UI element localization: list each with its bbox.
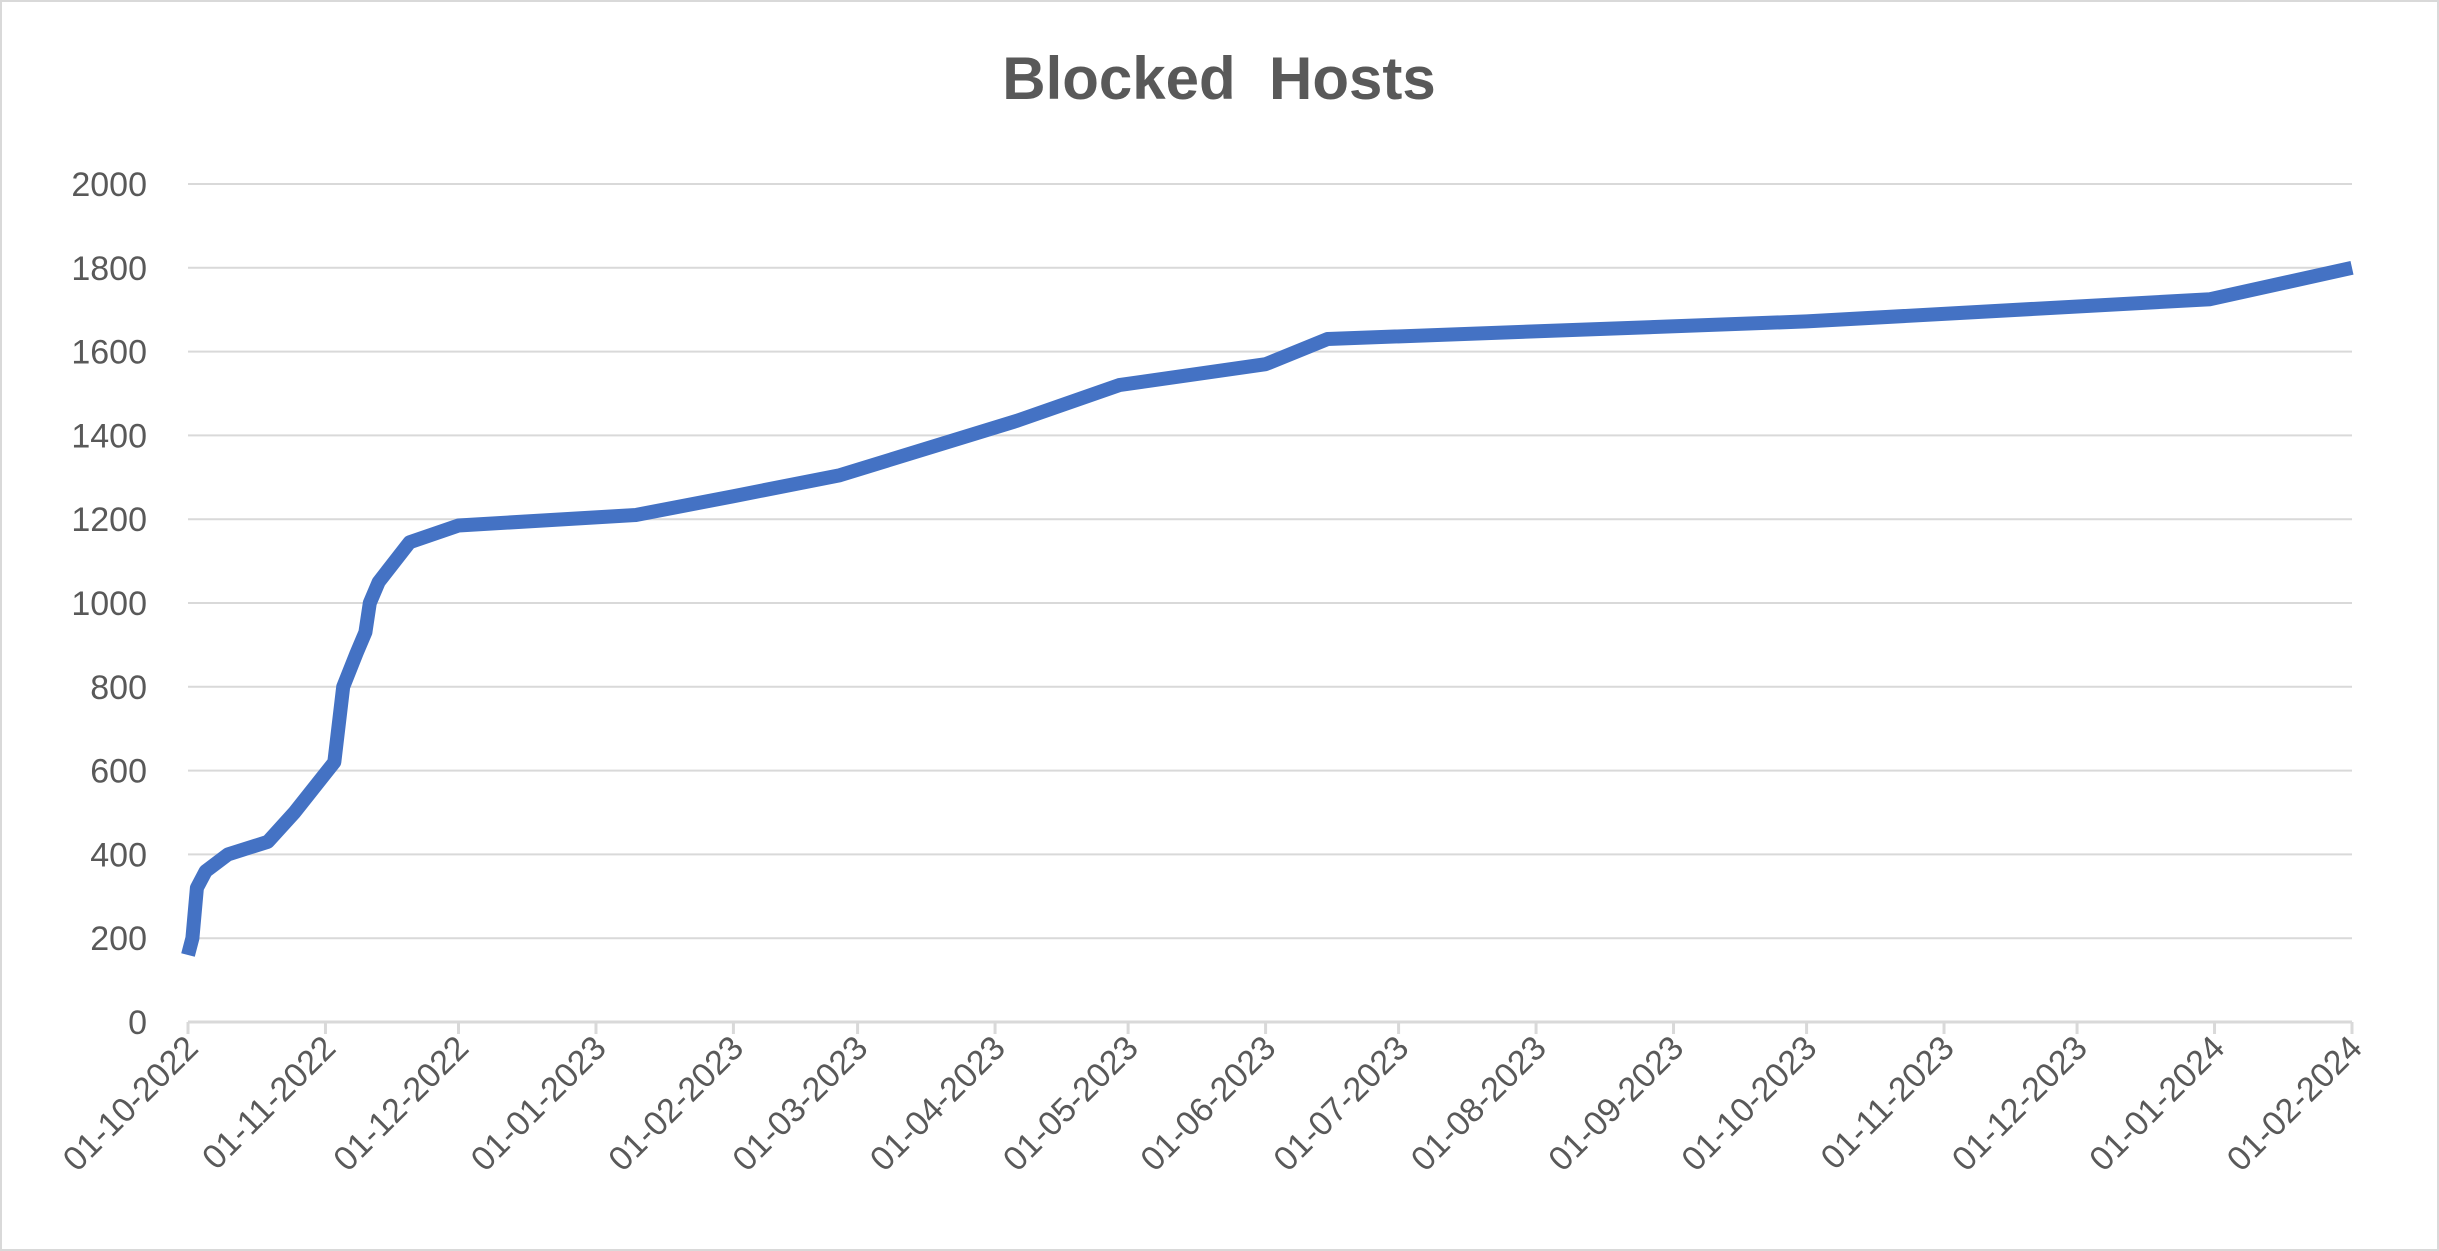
x-tick-label: 01-04-2023 <box>863 1029 1013 1179</box>
x-tick-label: 01-07-2023 <box>1266 1029 1416 1179</box>
y-tick-label: 2000 <box>71 166 147 204</box>
y-tick-label: 1400 <box>71 417 147 455</box>
y-tick-label: 600 <box>90 753 147 791</box>
series-line <box>181 260 2354 957</box>
y-tick-label: 1800 <box>71 250 147 288</box>
x-tick-label: 01-01-2024 <box>2082 1029 2232 1179</box>
x-tick-label: 01-08-2023 <box>1404 1029 1554 1179</box>
x-tick-label: 01-12-2022 <box>326 1029 476 1179</box>
x-axis: 01-10-202201-11-202201-12-202201-01-2023… <box>56 1020 2370 1179</box>
x-tick-label: 01-06-2023 <box>1133 1029 1283 1179</box>
x-tick-label: 01-12-2023 <box>1945 1029 2095 1179</box>
chart-title: Blocked Hosts <box>1002 45 1435 112</box>
x-tick-label: 01-01-2023 <box>464 1029 614 1179</box>
series-lines <box>181 260 2354 957</box>
y-tick-label: 0 <box>128 1004 147 1042</box>
x-tick-label: 01-11-2023 <box>1814 1029 1962 1177</box>
y-tick-label: 1000 <box>71 585 147 623</box>
x-tick-label: 01-09-2023 <box>1541 1029 1691 1179</box>
y-tick-label: 1600 <box>71 334 147 372</box>
y-tick-label: 400 <box>90 836 147 874</box>
x-tick-label: 01-03-2023 <box>725 1029 875 1179</box>
y-tick-label: 1200 <box>71 501 147 539</box>
x-tick-label: 01-05-2023 <box>996 1029 1146 1179</box>
x-tick-label: 01-10-2023 <box>1674 1029 1824 1179</box>
x-tick-label: 01-10-2022 <box>56 1029 206 1179</box>
y-axis-tick-labels: 0 200 400 600 800 1000 1200 1400 1600 1800 2000 <box>71 166 147 1042</box>
y-tick-label: 800 <box>90 669 147 707</box>
x-tick-label: 01-02-2024 <box>2220 1029 2370 1179</box>
gridlines <box>188 183 2352 940</box>
y-tick-label: 200 <box>90 920 147 958</box>
x-tick-label: 01-11-2022 <box>195 1029 343 1177</box>
